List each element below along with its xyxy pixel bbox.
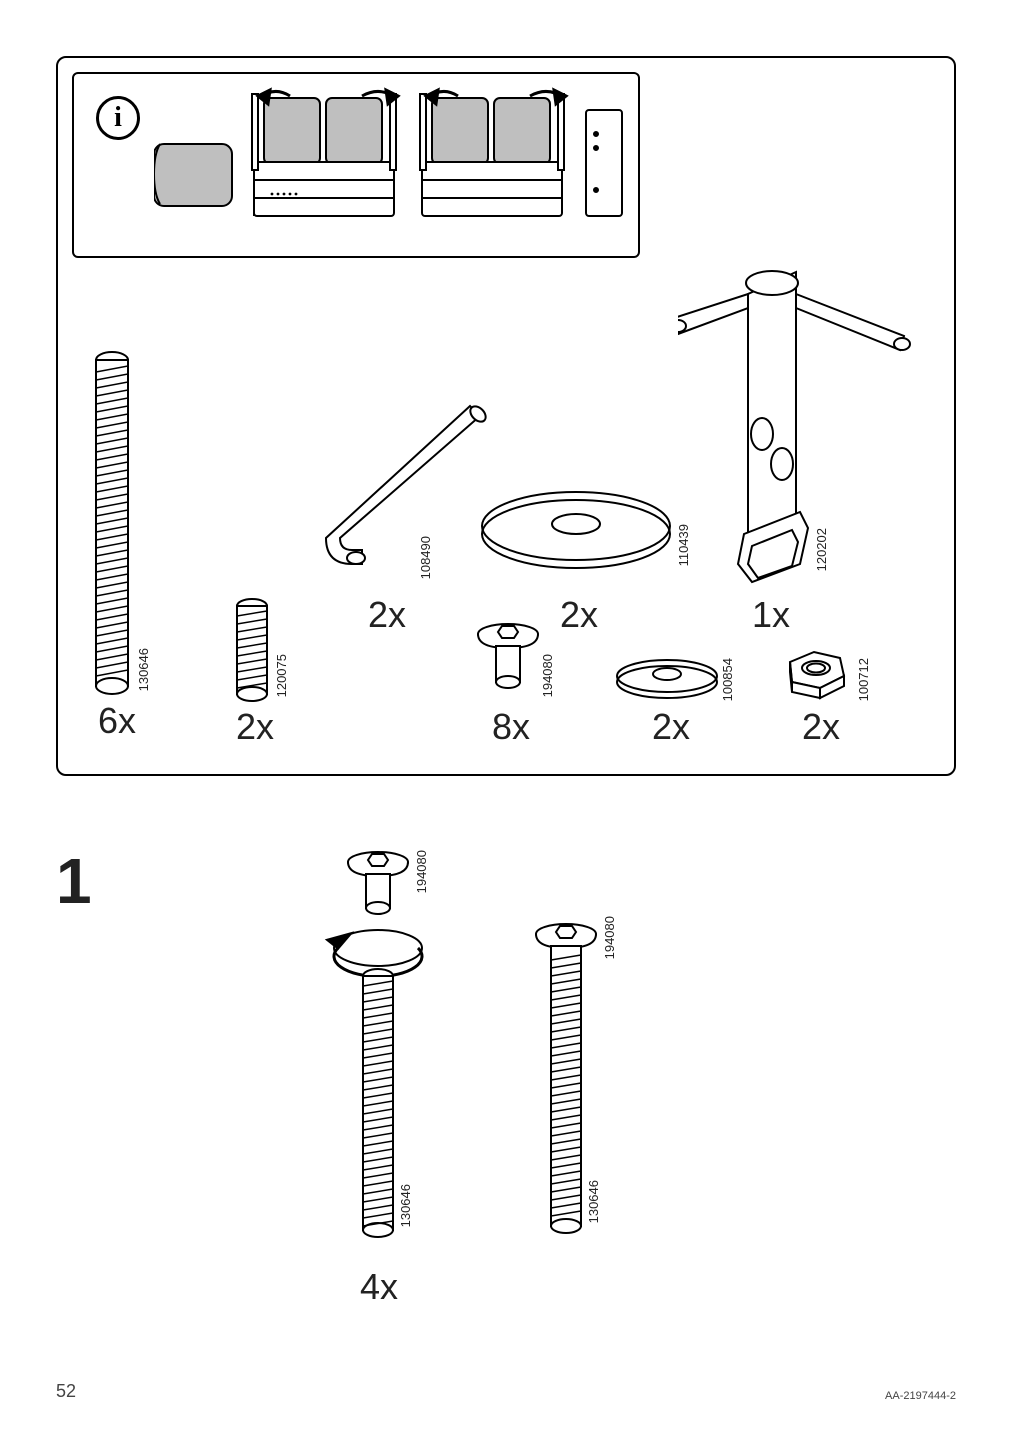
step1-qty: 4x	[360, 1266, 398, 1308]
page: i	[0, 0, 1012, 1432]
step1-cap-b-partno: 194080	[602, 916, 617, 959]
short-bolt-qty: 2x	[236, 706, 274, 748]
hex-nut-partno: 100712	[856, 658, 871, 701]
part-hex-nut: 100712 2x	[778, 646, 856, 704]
hex-nut-icon	[778, 646, 856, 704]
allen-key-partno: 108490	[418, 536, 433, 579]
small-washer-qty: 2x	[652, 706, 690, 748]
wrench-partno: 120202	[814, 528, 829, 571]
part-wrench: 120202 1x	[678, 264, 928, 584]
info-box: i	[72, 72, 640, 258]
cap-nut-partno: 194080	[540, 654, 555, 697]
small-washer-partno: 100854	[720, 658, 735, 701]
cap-nut-icon	[468, 620, 548, 700]
step-number: 1	[56, 844, 92, 918]
parts-panel: i	[56, 56, 956, 776]
footer-doc-id: AA-2197444-2	[885, 1390, 956, 1402]
long-bolt-qty: 6x	[98, 700, 136, 742]
step1-assembly-b: 194080 130646	[510, 920, 630, 1260]
part-small-washer: 100854 2x	[612, 656, 722, 704]
small-washer-icon	[612, 656, 722, 704]
step1-bolt-b-partno: 130646	[586, 1180, 601, 1223]
short-bolt-partno: 120075	[274, 654, 289, 697]
hex-nut-qty: 2x	[802, 706, 840, 748]
footer-page-number: 52	[56, 1381, 76, 1402]
cap-nut-qty: 8x	[492, 706, 530, 748]
part-large-washer: 110439 2x	[476, 486, 676, 576]
allen-key-qty: 2x	[368, 594, 406, 636]
step1-bolt-a-partno: 130646	[398, 1184, 413, 1227]
part-long-bolt: 130646 6x	[92, 348, 152, 698]
large-washer-qty: 2x	[560, 594, 598, 636]
step1-assembly-a: 194080 130646 4x	[298, 848, 458, 1268]
assembly-b-icon	[510, 920, 630, 1260]
long-bolt-partno: 130646	[136, 648, 151, 691]
sofa-overview-icon	[154, 86, 632, 246]
part-short-bolt: 120075 2x	[234, 596, 290, 704]
assembly-a-icon	[298, 848, 458, 1268]
wrench-qty: 1x	[752, 594, 790, 636]
large-washer-icon	[476, 486, 676, 576]
wrench-icon	[678, 264, 928, 584]
step1-cap-a-partno: 194080	[414, 850, 429, 893]
info-icon: i	[96, 96, 140, 140]
part-cap-nut: 194080 8x	[468, 620, 548, 700]
long-bolt-icon	[92, 348, 152, 698]
